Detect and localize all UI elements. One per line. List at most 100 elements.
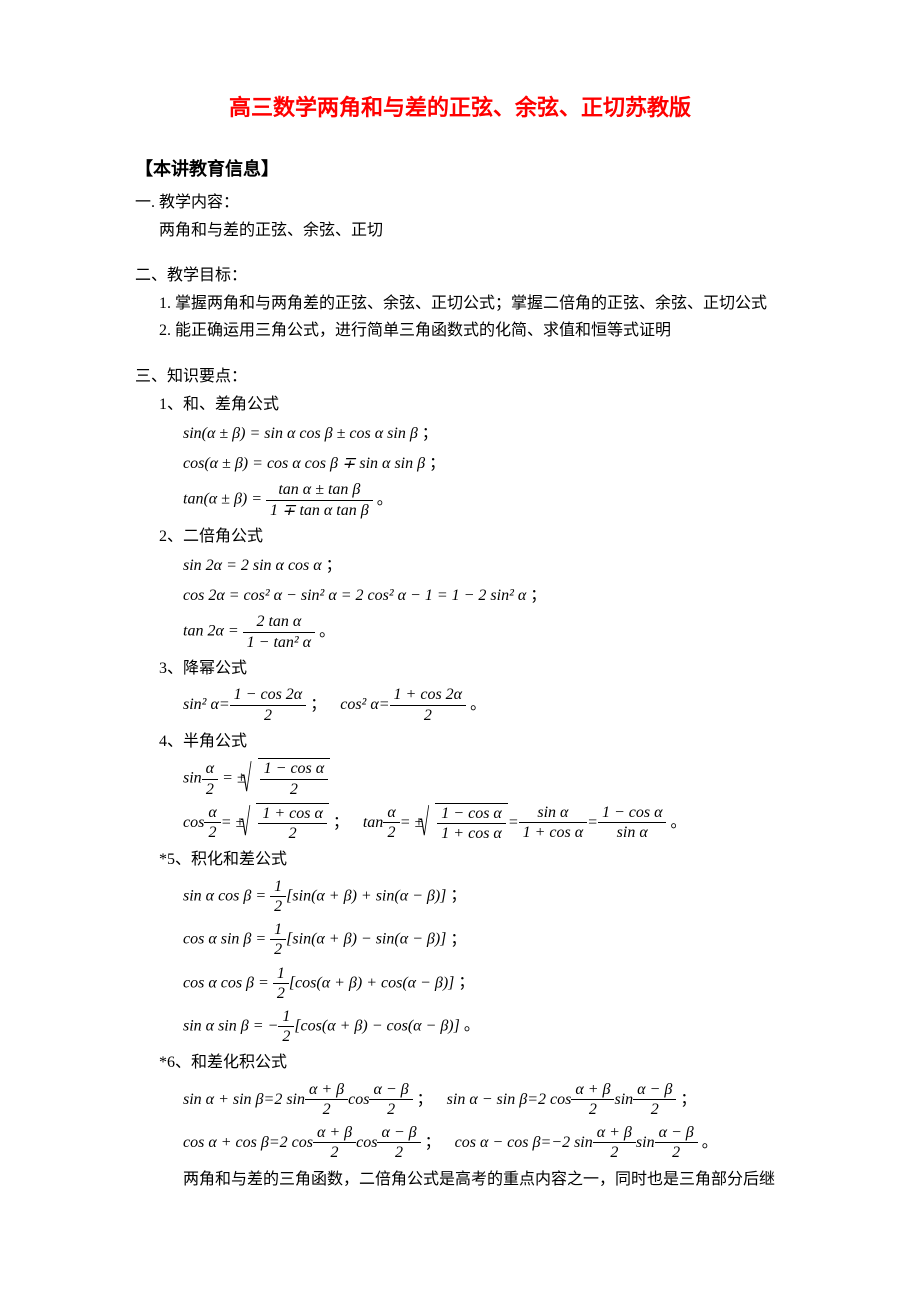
formula-p2s-4: sin α sin β = −12[cos(α + β) − cos(α − β… <box>135 1007 785 1046</box>
c2: 2 cos <box>538 1087 571 1113</box>
n2: α − β <box>369 1080 412 1100</box>
d2: 2 <box>377 1143 420 1162</box>
punct: ； <box>526 587 546 604</box>
num: 1 <box>273 964 289 984</box>
lhs: sin α cos β <box>183 887 251 904</box>
den: 2 <box>390 706 467 725</box>
rhs: cos α cos β ∓ sin α sin β <box>267 455 425 472</box>
lhs2: cos² α <box>340 692 379 718</box>
d1: 2 <box>313 1143 356 1162</box>
lhs: cos α sin β <box>183 931 251 948</box>
sign: − <box>268 1017 279 1034</box>
section1-line: 两角和与差的正弦、余弦、正切 <box>135 218 785 244</box>
lhs1: sin² α <box>183 692 219 718</box>
punct: 。 <box>373 491 393 508</box>
n1: α + β <box>313 1123 356 1143</box>
lhs: cos α + cos β <box>183 1130 269 1156</box>
lhs: tan 2α <box>183 623 224 640</box>
lhs: cos(α ± β) <box>183 455 248 472</box>
punct: ； <box>425 455 445 472</box>
num: 1 <box>270 920 286 940</box>
bnum: sin α <box>519 803 588 823</box>
den: 2 <box>202 780 218 799</box>
rhs: sin α cos β ± cos α sin β <box>264 425 418 442</box>
lhs: sin α sin β <box>183 1017 249 1034</box>
punct: ； <box>329 810 349 836</box>
den: 2 <box>383 823 399 842</box>
rden: 2 <box>260 780 329 799</box>
den: 1 − tan² α <box>243 633 315 652</box>
punct: ； <box>454 974 474 991</box>
num: 1 + cos 2α <box>390 685 467 705</box>
group6-label: *6、和差化积公式 <box>135 1050 785 1076</box>
punct: 。 <box>698 1130 718 1156</box>
body: [sin(α + β) − sin(α − β)] <box>286 931 446 948</box>
lhs: sin α + sin β <box>183 1087 264 1113</box>
c: 2 cos <box>280 1130 313 1156</box>
punct: ； <box>446 887 466 904</box>
formula-sin2a: sin 2α = 2 sin α cos α； <box>135 553 785 579</box>
den: 2 <box>204 823 220 842</box>
num: 1 − cos 2α <box>230 685 307 705</box>
num: 2 tan α <box>243 612 315 632</box>
formula-cos2a: cos 2α = cos² α − sin² α = 2 cos² α − 1 … <box>135 583 785 609</box>
d2: 2 <box>369 1100 412 1119</box>
page-title: 高三数学两角和与差的正弦、余弦、正切苏教版 <box>135 90 785 125</box>
section2-item1: 1. 掌握两角和与两角差的正弦、余弦、正切公式；掌握二倍角的正弦、余弦、正切公式 <box>135 291 785 317</box>
formula-s2p-row1: sin α + sin β = 2 sin α + β2 cos α − β2；… <box>135 1080 785 1119</box>
body: [cos(α + β) − cos(α − β)] <box>294 1017 460 1034</box>
lhs2: cos α − cos β <box>455 1130 541 1156</box>
body: [sin(α + β) + sin(α − β)] <box>286 887 446 904</box>
rhs: 2 sin α cos α <box>241 557 322 574</box>
formula-tan-sum: tan(α ± β) = tan α ± tan β1 ∓ tan α tan … <box>135 480 785 519</box>
punct: ； <box>446 931 466 948</box>
den: 2 <box>273 984 289 1003</box>
fn: sin <box>183 770 202 787</box>
formula-sin-sum: sin(α ± β) = sin α cos β ± cos α sin β； <box>135 421 785 447</box>
rden: 2 <box>258 824 327 843</box>
punct: ； <box>322 557 342 574</box>
den: 2 <box>230 706 307 725</box>
aden: 1 + cos α <box>437 824 506 843</box>
den: 1 ∓ tan α tan β <box>266 501 373 520</box>
n1b: α + β <box>571 1080 614 1100</box>
section1-heading: 一. 教学内容： <box>135 190 785 216</box>
section3-heading: 三、知识要点： <box>135 364 785 390</box>
rnum: 1 + cos α <box>258 804 327 824</box>
lhs: tan(α ± β) <box>183 491 247 508</box>
num: α <box>204 803 220 823</box>
num: tan α ± tan β <box>266 480 373 500</box>
c2: −2 sin <box>551 1130 592 1156</box>
den: 2 <box>270 897 286 916</box>
lhs: cos 2α <box>183 587 225 604</box>
cnum: 1 − cos α <box>598 803 667 823</box>
section2-item2: 2. 能正确运用三角公式，进行简单三角函数式的化简、求值和恒等式证明 <box>135 318 785 344</box>
den: 2 <box>270 940 286 959</box>
n2: α − β <box>377 1123 420 1143</box>
lhs: sin 2α <box>183 557 222 574</box>
cden: sin α <box>598 823 667 842</box>
rnum: 1 − cos α <box>260 759 329 779</box>
formula-p2s-2: cos α sin β = 12[sin(α + β) − sin(α − β)… <box>135 920 785 959</box>
info-header: 【本讲教育信息】 <box>135 155 785 184</box>
d1b: 2 <box>593 1143 636 1162</box>
formula-s2p-row2: cos α + cos β = 2 cos α + β2 cos α − β2；… <box>135 1123 785 1162</box>
punct: ； <box>306 692 326 718</box>
anum: 1 − cos α <box>437 804 506 824</box>
punct: 。 <box>315 623 335 640</box>
d2b: 2 <box>655 1143 698 1162</box>
mid2: sin <box>636 1130 655 1156</box>
mid: cos <box>356 1130 377 1156</box>
group3-label: 3、降幂公式 <box>135 656 785 682</box>
fn3: tan <box>363 810 383 836</box>
mid2: sin <box>614 1087 633 1113</box>
bden: 1 + cos α <box>519 823 588 842</box>
formula-half-cos-tan: cosα2 = ±1 + cos α2； tanα2 = ±1 − cos α1… <box>135 803 785 843</box>
formula-half-sin: sinα2 = ±1 − cos α2 <box>135 758 785 798</box>
c: 2 sin <box>274 1087 305 1113</box>
body: [cos(α + β) + cos(α − β)] <box>289 974 455 991</box>
d1b: 2 <box>571 1100 614 1119</box>
n1b: α + β <box>593 1123 636 1143</box>
num: α <box>202 759 218 779</box>
punct: 。 <box>460 1017 480 1034</box>
